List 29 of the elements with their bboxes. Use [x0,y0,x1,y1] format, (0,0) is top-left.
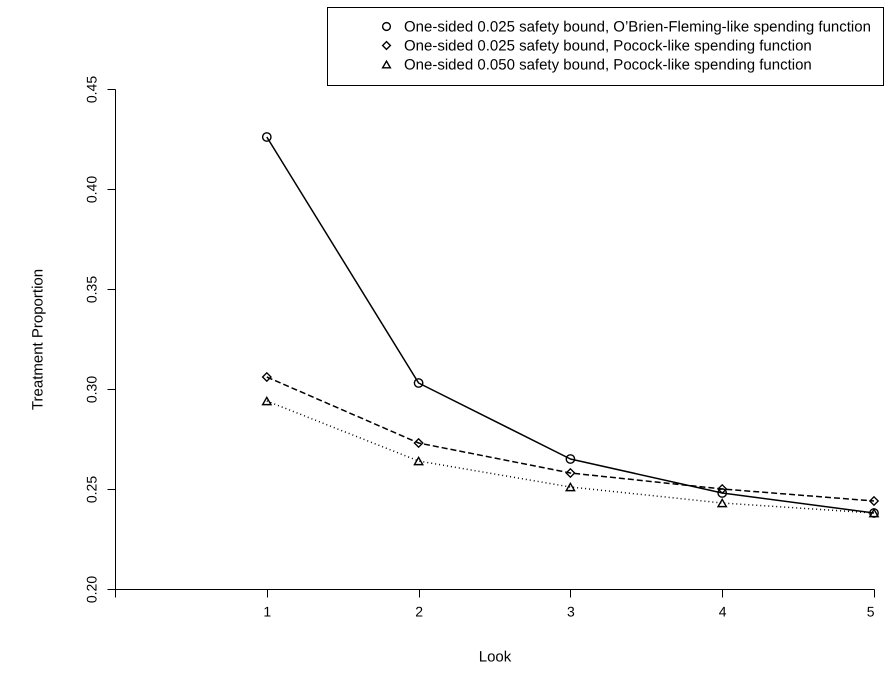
y-tick-label: 0.30 [84,376,100,404]
y-tick-label: 0.40 [84,176,100,204]
point [414,378,424,388]
legend-label: One-sided 0.025 safety bound, Pocock-like spending function [404,38,812,54]
x-tick-label: 2 [415,604,424,620]
x-tick-label: 5 [866,604,875,620]
point [566,482,576,492]
point [414,438,424,448]
legend-label: One-sided 0.025 safety bound, O’Brien-Fleming-like spending function [404,18,871,36]
x-tick-label: 3 [567,604,575,620]
point [869,496,879,506]
legend-label: One-sided 0.050 safety bound, Pocock-like spending function [404,56,812,74]
point [717,498,728,508]
point [566,454,576,464]
y-tick-label: 0.35 [84,276,100,304]
y-axis-title: Treatment Proportion [30,268,46,410]
point [717,488,728,498]
x-axis-title: Look [478,648,512,666]
y-tick-label: 0.25 [84,476,100,504]
x-tick-label: 1 [263,604,272,620]
x-tick-label: 4 [718,604,727,620]
y-tick-label: 0.20 [84,576,100,604]
point [414,456,424,466]
y-tick-label: 0.45 [84,76,100,104]
point [717,484,728,494]
point [262,396,272,406]
point [262,372,272,382]
point [566,468,576,478]
point [262,132,272,142]
